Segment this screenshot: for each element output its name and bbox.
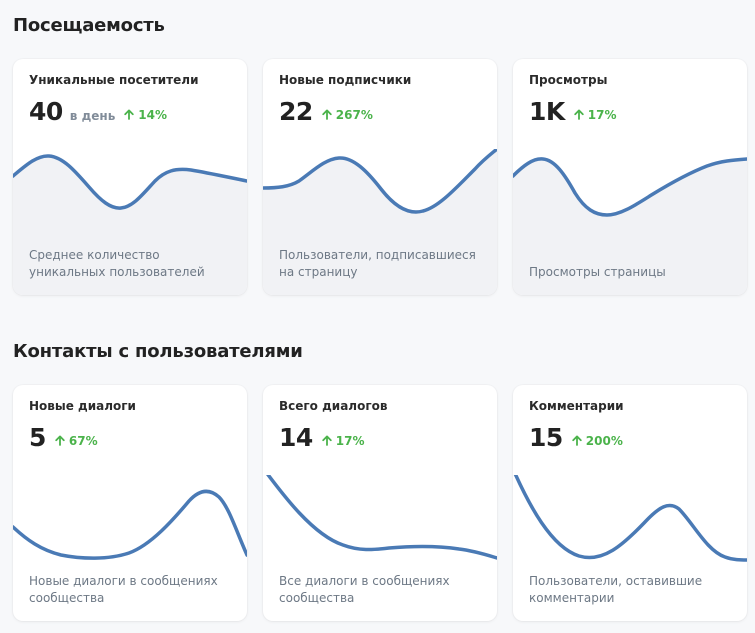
sparkline-line: [513, 157, 747, 217]
stat-change: 17%: [574, 108, 617, 122]
stat-value: 15: [529, 423, 563, 452]
arrow-up-icon: [574, 109, 584, 120]
sparkline-line: [513, 475, 747, 562]
stat-card-total-dialogs[interactable]: Всего диалогов 14 17% Все диалоги в сооб…: [263, 385, 497, 621]
stat-row: 15 200%: [529, 423, 623, 452]
stat-row: 22 267%: [279, 97, 373, 126]
stat-row: 40 в день 14%: [29, 97, 167, 126]
stat-change: 67%: [55, 434, 98, 448]
arrow-up-icon: [322, 109, 332, 120]
card-description: Просмотры страницы: [529, 265, 666, 279]
stat-row: 1K 17%: [529, 97, 617, 126]
stat-value: 40: [29, 97, 63, 126]
arrow-up-icon: [572, 435, 582, 446]
sparkline-area: [513, 158, 747, 295]
sparkline-line: [13, 489, 247, 560]
stat-card-new-subscribers[interactable]: Новые подписчики 22 267% Пользователи, п…: [263, 59, 497, 295]
card-title: Новые подписчики: [279, 73, 412, 87]
stat-change: 267%: [322, 108, 373, 122]
sparkline-chart: [513, 475, 747, 621]
stat-change: 200%: [572, 434, 623, 448]
card-description: Пользователи, подписавшиеся на страницу: [279, 248, 476, 279]
stat-row: 5 67%: [29, 423, 98, 452]
stat-card-unique-visitors[interactable]: Уникальные посетители 40 в день 14% Сред…: [13, 59, 247, 295]
stat-card-comments[interactable]: Комментарии 15 200% Пользователи, остави…: [513, 385, 747, 621]
sparkline-line: [263, 149, 497, 214]
card-description: Пользователи, оставившие комментарии: [529, 574, 703, 605]
stat-change-value: 17%: [335, 433, 365, 448]
stat-value: 14: [279, 423, 313, 452]
card-title: Комментарии: [529, 399, 624, 413]
stat-change-value: 67%: [68, 433, 98, 448]
stat-change: 17%: [322, 434, 365, 448]
stat-unit: в день: [69, 109, 116, 123]
section-title: Контакты с пользователями: [13, 341, 303, 362]
sparkline-line: [13, 154, 247, 210]
stat-card-new-dialogs[interactable]: Новые диалоги 5 67% Новые диалоги в сооб…: [13, 385, 247, 621]
stat-change-value: 267%: [335, 107, 373, 122]
card-description: Новые диалоги в сообщениях сообщества: [29, 574, 218, 605]
sparkline-chart: [263, 475, 497, 621]
stat-change-value: 200%: [585, 433, 623, 448]
stat-change-value: 14%: [138, 107, 168, 122]
sparkline-chart: [13, 475, 247, 621]
sparkline-area: [263, 149, 497, 295]
sparkline-line: [266, 475, 497, 560]
stat-card-page-views[interactable]: Просмотры 1K 17% Просмотры страницы: [513, 59, 747, 295]
card-title: Уникальные посетители: [29, 73, 199, 87]
card-description: Среднее количество уникальных пользовате…: [29, 248, 205, 279]
sparkline-chart: [513, 149, 747, 295]
sparkline-area: [13, 155, 247, 295]
sparkline-chart: [263, 149, 497, 295]
section-title: Посещаемость: [13, 15, 165, 36]
stat-value: 5: [29, 423, 46, 452]
card-title: Всего диалогов: [279, 399, 388, 413]
stat-change: 14%: [124, 108, 167, 122]
card-title: Просмотры: [529, 73, 608, 87]
arrow-up-icon: [322, 435, 332, 446]
card-title: Новые диалоги: [29, 399, 136, 413]
stat-change-value: 17%: [587, 107, 617, 122]
arrow-up-icon: [124, 109, 134, 120]
stat-row: 14 17%: [279, 423, 365, 452]
card-description: Все диалоги в сообщениях сообщества: [279, 574, 450, 605]
stat-value: 22: [279, 97, 313, 126]
arrow-up-icon: [55, 435, 65, 446]
sparkline-chart: [13, 149, 247, 295]
stat-value: 1K: [529, 97, 565, 126]
